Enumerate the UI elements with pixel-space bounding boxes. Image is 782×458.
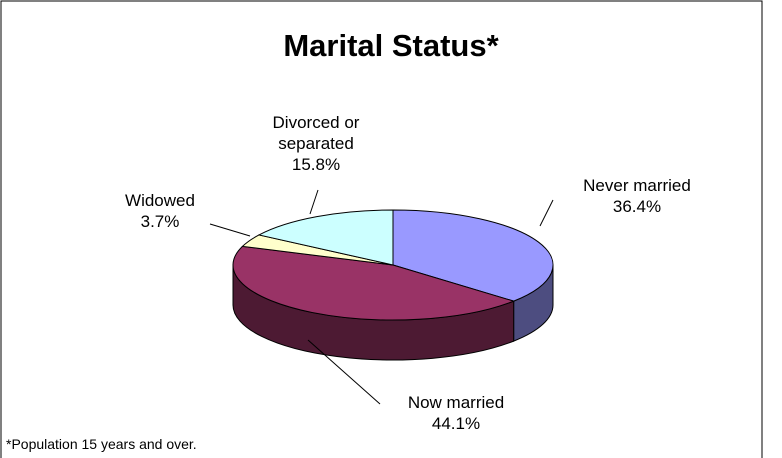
leader-line: [307, 339, 381, 405]
leader-line: [539, 199, 554, 227]
category-label: Now married: [407, 393, 505, 412]
value-label: 44.1%: [431, 414, 481, 433]
slice: [232, 245, 516, 321]
slice-label: Now married 44.1%: [381, 392, 531, 434]
slice: [392, 209, 554, 302]
slice-label: Divorced or separated 15.8%: [256, 112, 376, 175]
slice: [257, 209, 394, 266]
value-label: 3.7%: [140, 212, 180, 231]
category-label: Never married: [583, 176, 691, 195]
chart-title: Marital Status*: [283, 28, 499, 63]
category-label: Widowed: [125, 191, 195, 210]
slice-label: Widowed 3.7%: [100, 190, 220, 232]
footnote: *Population 15 years and over.: [6, 436, 197, 452]
slice-label: Never married 36.4%: [562, 175, 712, 217]
category-label: Divorced or separated: [272, 113, 360, 153]
value-label: 36.4%: [612, 197, 662, 216]
leader-line: [209, 223, 251, 237]
value-label: 15.8%: [291, 155, 341, 174]
leader-line: [309, 189, 319, 215]
